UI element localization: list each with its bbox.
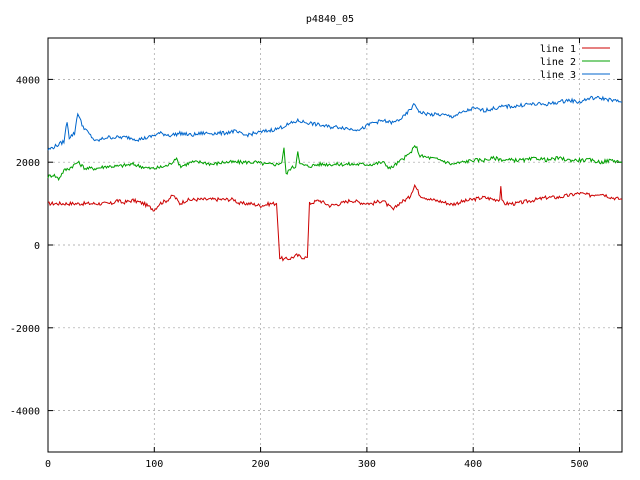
legend-label-1: line 1 [540, 44, 576, 55]
x-tick-label: 200 [252, 459, 270, 470]
x-tick-label: 0 [45, 459, 51, 470]
series-group [47, 95, 623, 262]
legend-label-3: line 3 [540, 70, 576, 81]
grid [48, 38, 622, 452]
y-tick-label: -4000 [10, 407, 40, 418]
y-axis: -4000 -2000 0 2000 4000 [10, 75, 622, 418]
chart-title: p4840_05 [306, 14, 354, 25]
x-tick-label: 300 [358, 459, 376, 470]
x-tick-label: 100 [145, 459, 163, 470]
y-tick-label: -2000 [10, 324, 40, 335]
series-line-2 [47, 144, 623, 182]
x-tick-label: 400 [464, 459, 482, 470]
series-line-1 [47, 183, 623, 262]
y-tick-label: 2000 [16, 158, 40, 169]
x-tick-label: 500 [570, 459, 588, 470]
legend: line 1 line 2 line 3 [540, 44, 610, 81]
series-line-3 [47, 95, 623, 151]
legend-label-2: line 2 [540, 57, 576, 68]
x-axis: 0 100 200 300 400 500 [45, 38, 589, 470]
y-tick-label: 4000 [16, 75, 40, 86]
y-tick-label: 0 [34, 241, 40, 252]
